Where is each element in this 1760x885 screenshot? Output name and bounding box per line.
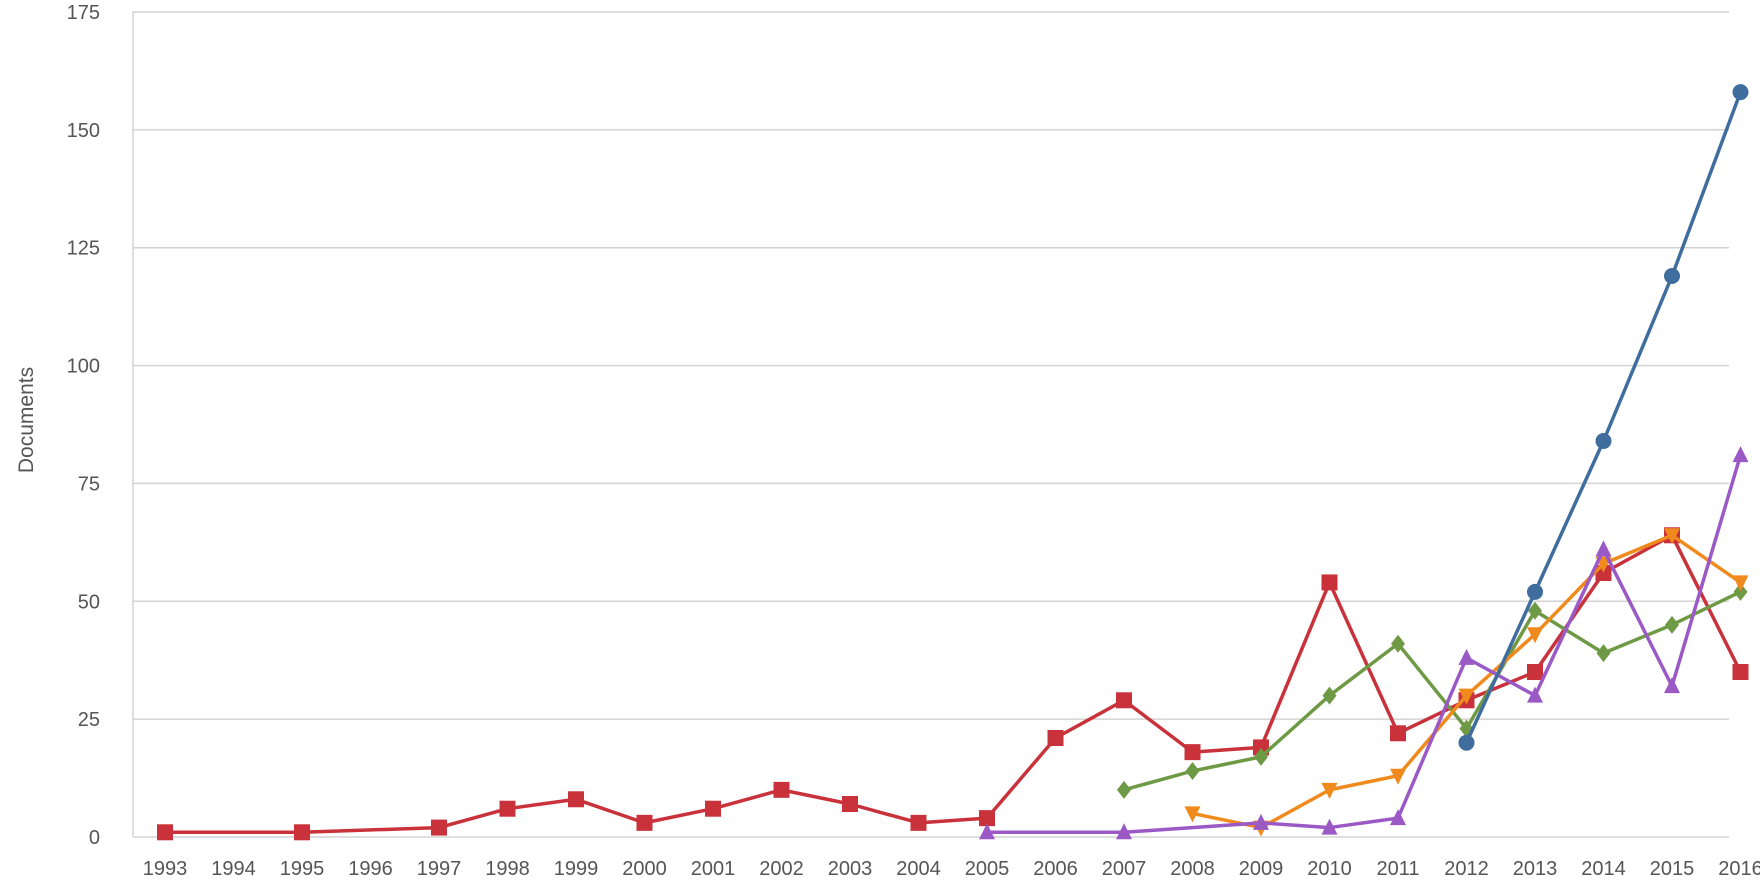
data-point[interactable]	[1596, 644, 1611, 663]
data-point[interactable]	[431, 819, 447, 836]
series-line	[1190, 533, 1743, 830]
data-point[interactable]	[1664, 528, 1680, 545]
y-tick-label: 0	[89, 827, 100, 849]
data-point[interactable]	[1664, 677, 1680, 694]
data-point[interactable]	[1527, 664, 1543, 680]
x-tick-label: 1995	[280, 858, 325, 880]
data-point[interactable]	[1458, 688, 1475, 705]
x-tick-label: 1999	[554, 858, 599, 880]
data-point[interactable]	[1595, 540, 1612, 557]
data-point[interactable]	[1185, 762, 1200, 780]
x-tick-label: 2005	[965, 858, 1010, 880]
data-point[interactable]	[1527, 686, 1543, 703]
data-point[interactable]	[636, 814, 653, 831]
data-point[interactable]	[1184, 744, 1201, 761]
y-tick-label: 175	[67, 2, 100, 24]
data-point[interactable]	[1390, 809, 1406, 826]
x-tick-label: 2004	[896, 858, 941, 880]
data-point[interactable]	[1665, 615, 1679, 634]
series-3	[1184, 528, 1749, 837]
data-point[interactable]	[1321, 782, 1338, 799]
x-tick-label: 1996	[348, 858, 393, 880]
data-point[interactable]	[1732, 575, 1749, 592]
x-tick-label: 2001	[691, 858, 736, 880]
x-tick-label: 2000	[622, 858, 667, 880]
series-4	[979, 446, 1749, 840]
series-5	[1458, 84, 1749, 751]
data-point[interactable]	[1321, 574, 1338, 591]
x-tick-label: 2010	[1307, 858, 1352, 880]
grid-lines	[132, 11, 1729, 838]
x-tick-label: 2007	[1102, 858, 1147, 880]
data-point[interactable]	[1390, 768, 1406, 785]
x-tick-label: 2013	[1513, 858, 1558, 880]
data-point[interactable]	[157, 824, 173, 841]
data-point[interactable]	[1458, 648, 1475, 665]
data-point[interactable]	[499, 800, 516, 817]
y-tick-label: 150	[67, 120, 100, 142]
x-tick-label: 2012	[1444, 858, 1489, 880]
x-tick-label: 2011	[1376, 858, 1419, 880]
x-tick-label: 2003	[828, 858, 873, 880]
data-point[interactable]	[568, 791, 584, 808]
series-2	[1117, 582, 1748, 799]
data-point[interactable]	[1391, 634, 1405, 653]
x-tick-label: 1994	[211, 858, 256, 880]
x-tick-label: 2002	[759, 858, 804, 880]
data-point[interactable]	[910, 814, 927, 831]
x-tick-label: 2015	[1650, 858, 1695, 880]
data-point[interactable]	[1322, 686, 1337, 705]
x-tick-label: 1997	[417, 858, 462, 880]
data-point[interactable]	[1732, 446, 1749, 463]
x-tick-label: 1998	[485, 858, 530, 880]
data-point[interactable]	[1321, 818, 1338, 835]
series-line	[985, 453, 1743, 835]
series-1	[157, 527, 1749, 841]
data-point[interactable]	[1527, 583, 1543, 600]
x-tick-label: 2006	[1033, 858, 1078, 880]
data-point[interactable]	[1047, 730, 1064, 746]
data-point[interactable]	[1528, 601, 1542, 620]
series-group	[157, 84, 1749, 841]
x-tick-label: 1993	[143, 858, 188, 880]
y-tick-label: 125	[67, 238, 100, 260]
x-tick-label: 2009	[1239, 858, 1284, 880]
data-point[interactable]	[1117, 780, 1131, 799]
x-axis-ticks: 1993 1994 1995 1996 1997 1998 1999 2000 2001 2002…	[143, 858, 1760, 880]
data-point[interactable]	[1254, 747, 1268, 766]
data-point[interactable]	[294, 824, 310, 841]
data-point[interactable]	[979, 823, 995, 840]
data-point[interactable]	[1595, 433, 1612, 449]
y-tick-label: 100	[67, 356, 100, 378]
data-point[interactable]	[1253, 813, 1269, 830]
series-line	[163, 533, 1743, 835]
data-point[interactable]	[1732, 664, 1749, 680]
data-point[interactable]	[1116, 823, 1132, 840]
data-point[interactable]	[1116, 692, 1132, 709]
y-tick-label: 75	[78, 473, 100, 495]
data-point[interactable]	[1664, 268, 1680, 284]
data-point[interactable]	[1184, 806, 1201, 823]
y-axis-label: Documents	[15, 367, 38, 473]
y-tick-label: 50	[78, 591, 100, 613]
y-axis-ticks: 0 25 50 75 100 125 150 175	[67, 2, 100, 849]
x-tick-label: 2008	[1170, 858, 1215, 880]
data-point[interactable]	[1733, 582, 1748, 601]
data-point[interactable]	[1458, 734, 1475, 751]
data-point[interactable]	[773, 781, 790, 798]
data-point[interactable]	[705, 800, 721, 817]
x-tick-label: 2016	[1718, 858, 1760, 880]
y-tick-label: 25	[78, 709, 100, 731]
data-point[interactable]	[1390, 725, 1406, 742]
x-tick-label: 2014	[1581, 858, 1626, 880]
series-line	[1122, 590, 1743, 792]
data-point[interactable]	[1732, 84, 1749, 101]
data-point[interactable]	[1527, 627, 1543, 644]
data-point[interactable]	[979, 810, 995, 827]
data-point[interactable]	[842, 796, 858, 812]
